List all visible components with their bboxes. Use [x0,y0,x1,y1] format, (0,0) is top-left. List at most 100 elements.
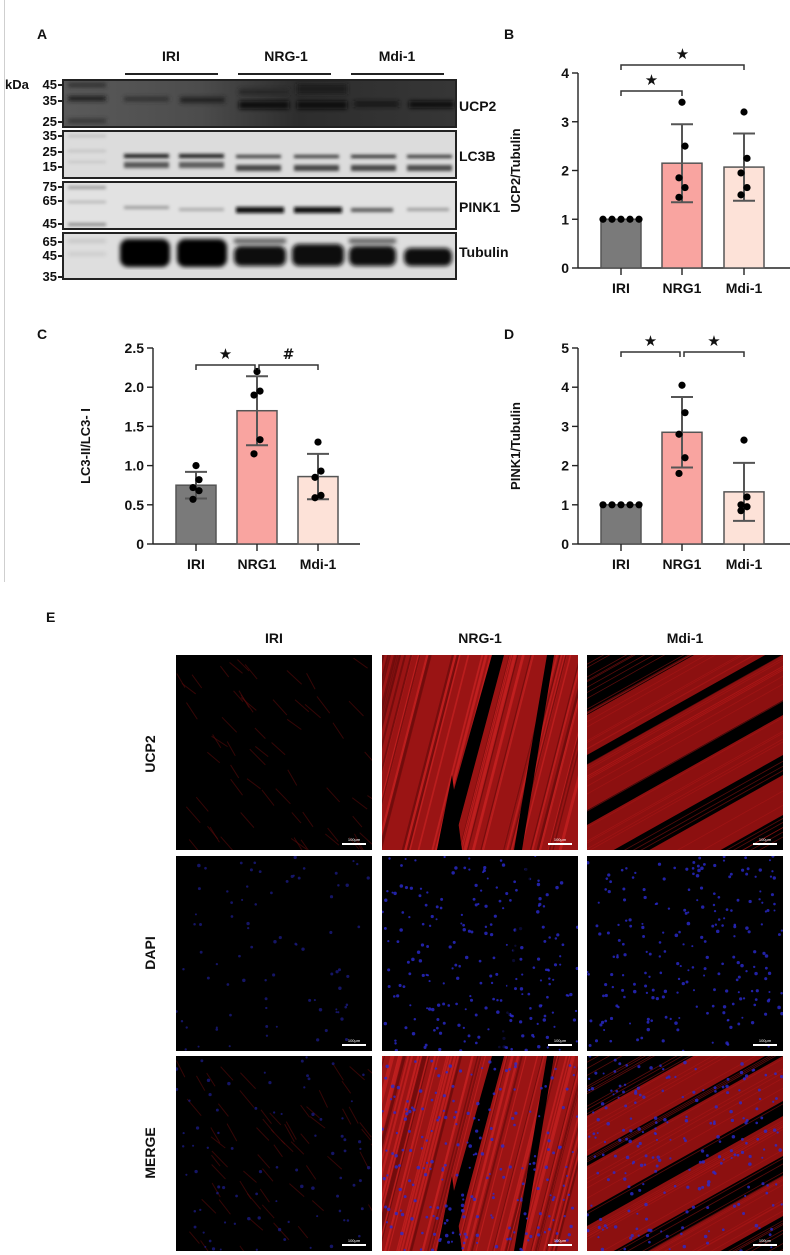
scale-bar-label: 100μm [347,837,361,842]
blot-strip-ucp2 [62,79,457,128]
mw-marker: 65 [42,234,57,249]
scale-bar: 100μm [342,1239,366,1246]
micrograph-image [382,1056,578,1251]
micrograph-merge-mdi-1: 100μm [587,1056,783,1251]
data-point [599,501,607,509]
scale-bar-label: 100μm [347,1238,361,1243]
data-point [743,503,751,511]
y-tick-label: 0.5 [125,497,145,513]
y-tick-label: 1 [561,497,569,513]
data-point [250,391,258,399]
mw-tick [58,186,63,188]
scale-bar-line [342,1244,366,1246]
data-point [256,387,264,395]
data-point [681,409,689,417]
panel-letter-b: B [504,26,515,42]
micrograph-merge-iri: 100μm [176,1056,372,1251]
blot-label-pink1: PINK1 [459,199,501,215]
blot-label-ucp2: UCP2 [459,98,497,114]
mw-tick [58,100,63,102]
scale-bar: 100μm [548,1039,572,1046]
data-point [675,430,683,438]
y-tick-label: 2.0 [125,379,145,395]
mw-marker: 45 [42,216,57,231]
data-point [737,501,745,509]
blot-label-lc3b: LC3B [459,148,496,164]
x-tick-label: NRG1 [663,556,702,572]
micrograph-image [382,655,578,850]
mw-tick [58,255,63,257]
data-point [635,501,643,509]
significance-mark: ★ [644,332,657,350]
mw-marker: 65 [42,193,57,208]
x-tick-label: Mdi-1 [726,556,763,572]
micrograph-image [176,657,372,850]
scale-bar-label: 100μm [758,1038,772,1043]
data-point [737,507,745,515]
micrograph-image [587,1056,783,1251]
data-point [599,215,607,223]
x-tick-label: Mdi-1 [726,280,763,296]
y-axis-label: PINK1/Tubulin [508,402,523,490]
data-point [195,487,203,495]
scale-bar: 100μm [548,1239,572,1246]
blot-strip-lc3b [62,130,457,179]
mw-tick [58,223,63,225]
data-point [250,450,258,458]
data-point [681,142,689,150]
data-point [635,215,643,223]
blot-group-line-iri [125,73,218,75]
y-axis-label: LC3-II/LC3- I [78,408,93,484]
data-point [740,436,748,444]
data-point [675,469,683,478]
micrograph-dapi-nrg-1: 100μm [382,856,578,1051]
mw-marker: 45 [42,248,57,263]
chart-svg: 0 1 2 3 4 UCP2/Tubulin IRI NRG1 Mdi-1 ★ ★ [508,45,790,296]
kda-label: kDa [5,77,29,92]
scale-bar-line [342,843,366,845]
scale-bar-label: 100μm [758,837,772,842]
blot-strip-pink1 [62,181,457,230]
micro-col-title-nrg1: NRG-1 [458,630,502,646]
data-point [740,108,748,116]
y-tick-label: 0 [561,260,569,276]
scale-bar: 100μm [548,838,572,845]
y-tick-label: 2 [561,458,569,474]
data-point [678,98,686,106]
y-tick-label: 3 [561,114,569,130]
data-point [617,215,625,223]
data-point [626,215,634,223]
blot-strip-tubulin [62,232,457,280]
y-tick-label: 2 [561,163,569,179]
chart-svg: 0 0.5 1.0 1.5 2.0 2.5 LC3-II/LC3- I IRI NRG1 Mdi-… [78,340,360,572]
bar-chart-lc3: 0 0.5 1.0 1.5 2.0 2.5 LC3-II/LC3- I IRI NRG1 Mdi-… [60,330,360,590]
scale-bar-line [548,843,572,845]
mw-tick [58,151,63,153]
micro-row-title-ucp2: UCP2 [142,735,158,773]
micro-col-title-mdi1: Mdi-1 [666,630,704,646]
scale-bar-label: 100μm [347,1038,361,1043]
scale-bar-line [548,1244,572,1246]
mw-marker: 35 [42,269,57,284]
data-point [192,462,200,470]
data-point [189,495,197,503]
micrograph-ucp2-iri: 100μm [176,655,372,850]
data-point [675,193,683,201]
data-point [681,454,689,462]
data-point [743,154,751,162]
bar-iri [600,504,642,545]
micrograph-ucp2-nrg-1: 100μm [382,655,578,850]
micro-row-title-dapi: DAPI [142,936,158,970]
blot-group-label-iri: IRI [162,48,180,64]
micrograph-image [587,655,783,850]
scale-bar-label: 100μm [553,837,567,842]
data-point [256,436,264,444]
scale-bar: 100μm [753,1039,777,1046]
panel-letter-c: C [37,326,48,342]
blot-bands-pink1 [64,183,455,228]
y-axis-label: UCP2/Tubulin [508,128,523,212]
scale-bar: 100μm [753,838,777,845]
bar-chart-ucp2: 0 1 2 3 4 UCP2/Tubulin IRI NRG1 Mdi-1 ★ ★ [500,40,790,300]
micrograph-dapi-iri: 100μm [176,856,372,1051]
significance-bracket [620,64,745,70]
